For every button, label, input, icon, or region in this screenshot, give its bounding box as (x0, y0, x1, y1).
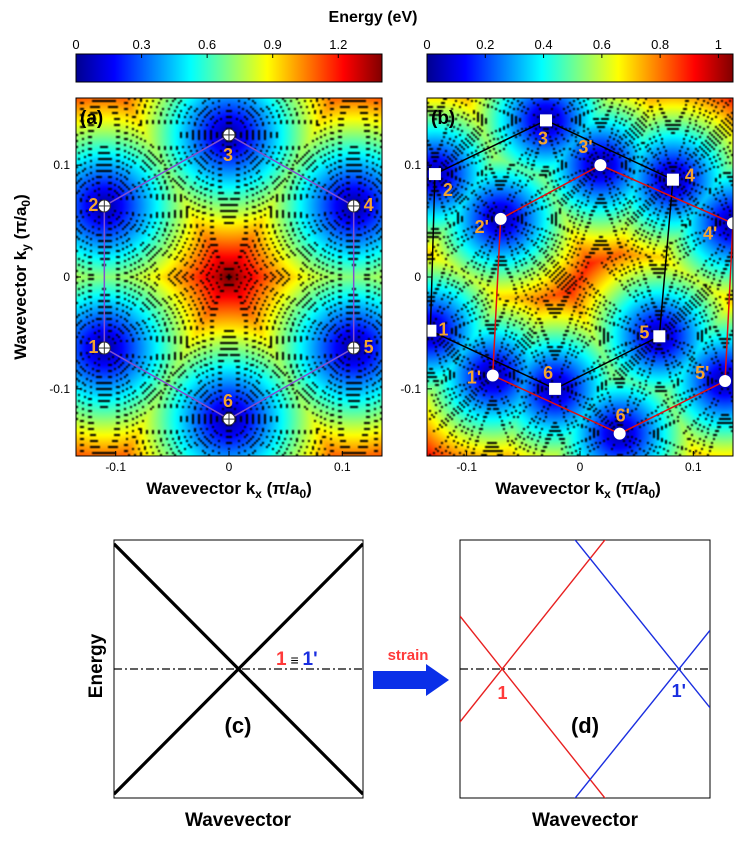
dirac-point-label: 3 (538, 128, 548, 148)
y-tick-label: -0.1 (400, 382, 421, 396)
y-tick-label: 0 (414, 270, 421, 284)
series-line (460, 540, 606, 723)
annotation-right: 1' (303, 649, 318, 670)
panel-b: (b) -0.1 0 0.1 -0.1 0 0.1 Wavevector kx (π/a0… (400, 97, 734, 501)
dirac-point-label: 6' (616, 406, 630, 426)
colorbar-b (426, 53, 734, 83)
panel-label-a: (a) (80, 108, 103, 129)
dirac-point-label: 4 (364, 195, 374, 215)
colorbar-tick-label: 0.8 (651, 37, 669, 52)
dirac-point-strained (719, 375, 732, 388)
y-tick-label: 0.1 (53, 158, 70, 172)
y-tick-label: -0.1 (49, 382, 70, 396)
colorbar-tick-label: 0.2 (476, 37, 494, 52)
dirac-point-label: 6 (223, 391, 233, 411)
ylabel-a: Wavevector ky (π/a0) (11, 194, 33, 360)
xlabel-c: Wavevector (185, 810, 292, 831)
annotation-c: 1 ≡ 1' (276, 649, 318, 670)
dirac-point-label: 2 (88, 195, 98, 215)
series-line (114, 542, 363, 796)
dirac-point-unstrained (428, 168, 441, 181)
dirac-point-label: 5 (364, 337, 374, 357)
dirac-point-unstrained (653, 330, 666, 343)
dirac-point-label: 4' (703, 223, 717, 243)
annotation-left: 1 (276, 649, 287, 670)
series-line (460, 615, 606, 798)
colorbar-a (75, 53, 383, 83)
colorbar-title: Energy (eV) (329, 9, 418, 26)
heatmap-a (76, 98, 382, 456)
dirac-point-label: 2' (475, 217, 489, 237)
dirac-label-left: 1 (497, 683, 507, 703)
x-tick-label: 0 (226, 460, 233, 474)
dirac-point-unstrained (666, 173, 679, 186)
x-tick-label: 0 (577, 460, 584, 474)
heatmap-b (427, 98, 733, 456)
xlabel-b: Wavevector kx (π/a0) (495, 479, 661, 501)
dirac-point-strained (486, 369, 499, 382)
series-line (574, 540, 710, 709)
x-tick-label: 0.1 (685, 460, 702, 474)
dirac-point-label: 6 (543, 363, 553, 383)
colorbar-tick-label: 0 (423, 37, 430, 52)
series-line (574, 629, 710, 798)
colorbar-tick-label: 1.2 (329, 37, 347, 52)
colorbar-tick-label: 0.6 (198, 37, 216, 52)
colorbar-tick-label: 0.6 (593, 37, 611, 52)
dirac-point-label: 5 (639, 322, 649, 342)
dirac-point-strained (594, 159, 607, 172)
dirac-point-label: 3 (223, 145, 233, 165)
x-tick-label: 0.1 (334, 460, 351, 474)
panel-label-c: (c) (225, 713, 252, 738)
panel-c: (c) 1 ≡ 1' Wavevector Energy (86, 539, 364, 831)
panel-label-d: (d) (571, 713, 599, 738)
colorbar-tick-label: 0.4 (535, 37, 553, 52)
xlabel-a: Wavevector kx (π/a0) (146, 479, 312, 501)
y-tick-label: 0.1 (404, 158, 421, 172)
dirac-point-unstrained (549, 382, 562, 395)
strain-arrow: strain (373, 647, 449, 696)
dirac-point-label: 1 (88, 337, 98, 357)
y-tick-label: 0 (63, 270, 70, 284)
strain-label: strain (388, 647, 429, 664)
dirac-point-label: 4 (685, 166, 695, 186)
dirac-point-strained (727, 217, 733, 230)
colorbar-b-ticks: 0 0.2 0.4 0.6 0.8 1 (423, 37, 722, 58)
colorbar-a-ticks: 0 0.3 0.6 0.9 1.2 (72, 37, 347, 58)
panel-label-b: (b) (431, 108, 455, 129)
ylabel-c: Energy (86, 633, 107, 698)
dirac-point-label: 5' (695, 363, 709, 383)
dirac-point-strained (494, 212, 507, 225)
dirac-point-strained (613, 427, 626, 440)
colorbar-tick-label: 0 (72, 37, 79, 52)
panel-d: (d) Wavevector 1 1' (459, 539, 711, 831)
x-tick-label: -0.1 (105, 460, 126, 474)
dirac-point-unstrained (427, 324, 437, 337)
dirac-point-label: 1 (438, 320, 448, 340)
panel-a: (a) -0.1 0 0.1 -0.1 0 0.1 Wavevector kx (π/a0… (11, 97, 383, 501)
xlabel-d: Wavevector (532, 810, 639, 831)
colorbar-tick-label: 0.9 (264, 37, 282, 52)
dirac-point-label: 2 (443, 180, 453, 200)
dirac-point-unstrained (540, 114, 552, 127)
colorbar-tick-label: 0.3 (133, 37, 151, 52)
x-tick-label: -0.1 (456, 460, 477, 474)
dirac-label-right: 1' (672, 681, 686, 701)
dirac-point-label: 3' (578, 137, 592, 157)
colorbar-tick-label: 1 (715, 37, 722, 52)
arrow-shape (373, 664, 449, 696)
dirac-point-label: 1' (467, 367, 481, 387)
